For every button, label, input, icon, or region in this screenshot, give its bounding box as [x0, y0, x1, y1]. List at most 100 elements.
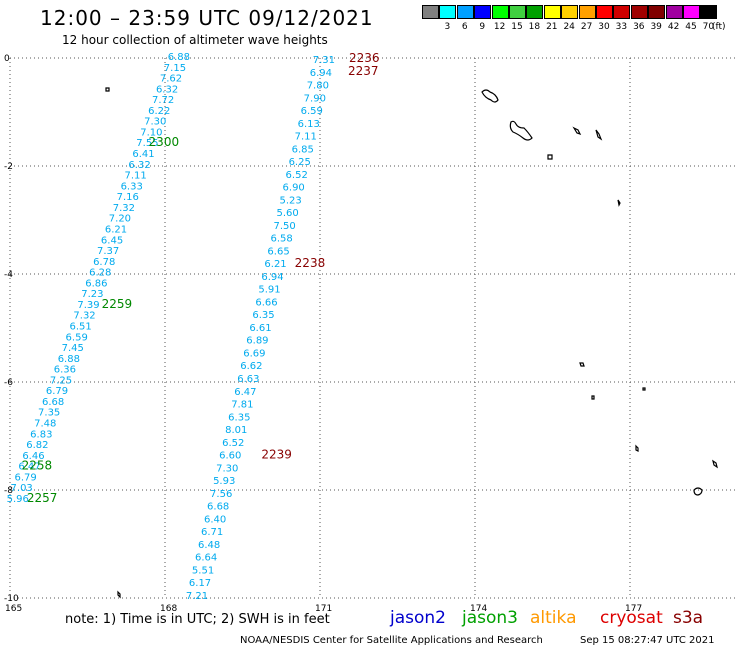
island — [547, 154, 553, 160]
wave-height-value: 6.88 — [58, 354, 80, 365]
wave-height-value: 7.48 — [34, 419, 56, 430]
legend-swatch — [509, 5, 526, 19]
legend-swatch — [683, 5, 700, 19]
lon-tick-label: 177 — [625, 604, 642, 614]
wave-height-value: 6.69 — [243, 348, 265, 359]
footer-note: note: 1) Time is in UTC; 2) SWH is in fe… — [65, 612, 330, 627]
legend-swatch — [474, 5, 492, 19]
legend-swatch — [700, 5, 718, 19]
wave-height-value: 6.62 — [240, 361, 262, 372]
track-cryosat: 7.31 6.94 7.807.90 6.59 6.13 7.116.85 6.25 6.52… — [186, 51, 380, 602]
wave-height-value: 6.66 — [255, 297, 277, 308]
legend-swatch — [648, 5, 666, 19]
legend-swatch — [491, 5, 509, 19]
generation-timestamp: Sep 15 08:27:47 UTC 2021 — [580, 635, 715, 646]
wave-height-value: 5.23 — [280, 195, 302, 206]
wave-height-value: 8.01 — [225, 425, 247, 436]
wave-height-value: 6.78 — [93, 257, 115, 268]
satellite-cryosat: cryosat — [600, 608, 663, 628]
wave-height-value: 7.56 — [210, 489, 232, 500]
island — [635, 444, 639, 452]
wave-height-value: 6.40 — [204, 514, 226, 525]
wave-height-value: 7.11 — [125, 171, 147, 182]
lon-tick-label: 165 — [5, 604, 22, 614]
wave-height-value: 6.25 — [289, 157, 311, 168]
wave-height-value: 6.94 — [261, 272, 283, 283]
legend-label: 39 — [650, 22, 662, 32]
wave-height-value: 7.62 — [160, 74, 182, 85]
map-title: 12:00 – 23:59 UTC 09/12/2021 — [40, 6, 374, 30]
wave-height-value: 6.35 — [228, 412, 250, 423]
wave-height-value: 6.59 — [66, 332, 88, 343]
wave-height-value: 6.59 — [301, 106, 323, 117]
island — [579, 362, 585, 367]
legend-swatch — [613, 5, 631, 19]
pass-time-label: 2258 — [22, 459, 53, 473]
wave-height-value: 7.35 — [38, 408, 60, 419]
wave-height-value: 6.47 — [18, 462, 40, 473]
legend-label: 42 — [667, 22, 680, 32]
track-altika: 6.887.157.626.327.726.227.307.107.556.41… — [7, 52, 190, 505]
legend-swatch — [422, 5, 439, 19]
legend-swatch — [526, 5, 544, 19]
wave-height-value: 7.23 — [81, 289, 103, 300]
wave-height-value: 7.30 — [144, 117, 166, 128]
wave-height-value: 5.91 — [258, 285, 280, 296]
legend-label: 24 — [563, 22, 575, 32]
wave-height-value: 7.21 — [186, 591, 208, 602]
wave-height-value: 7.55 — [136, 138, 158, 149]
wave-height-value: 6.32 — [128, 160, 150, 171]
legend-label: 36 — [633, 22, 645, 32]
wave-height-value: 7.20 — [109, 214, 131, 225]
wave-height-value: 6.86 — [85, 278, 107, 289]
legend-label: 70 — [702, 22, 715, 32]
wave-height-value: 6.83 — [30, 429, 52, 440]
wave-height-value: 7.90 — [304, 93, 326, 104]
wave-height-value: 5.51 — [192, 565, 214, 576]
wave-height-value: 6.21 — [105, 224, 127, 235]
legend-label: 6 — [461, 22, 468, 32]
wave-height-value: 6.47 — [234, 387, 256, 398]
wave-height-value: 6.94 — [310, 68, 332, 79]
wave-height-value: 6.35 — [252, 310, 274, 321]
wave-height-value: 7.37 — [97, 246, 119, 257]
legend-swatch — [665, 5, 683, 19]
wave-height-value: 6.45 — [101, 235, 123, 246]
legend-label: 12 — [493, 22, 506, 32]
lat-tick-label: -8 — [4, 486, 13, 496]
legend-label: 18 — [528, 22, 541, 32]
wave-height-value: 6.68 — [207, 502, 229, 513]
wave-height-value: 6.63 — [237, 374, 259, 385]
wave-height-value: 6.52 — [222, 438, 244, 449]
wave-height-value: 7.16 — [117, 192, 139, 203]
pass-time-label: 2300 — [149, 135, 180, 149]
lat-tick-label: -10 — [4, 594, 19, 604]
wave-height-value: 7.81 — [231, 400, 253, 411]
pass-time-label: 2236 — [349, 51, 380, 65]
wave-height-value: 7.15 — [164, 63, 186, 74]
wave-height-value: 7.39 — [77, 300, 99, 311]
wave-height-value: 6.13 — [298, 119, 320, 130]
wave-height-value: 6.79 — [14, 472, 36, 483]
island — [693, 487, 703, 496]
wave-height-value: 6.90 — [283, 183, 305, 194]
satellite-s3a: s3a — [673, 608, 704, 628]
wave-height-value: 6.46 — [22, 451, 44, 462]
pass-time-label: 2237 — [348, 64, 379, 78]
wave-height-value: 7.45 — [62, 343, 84, 354]
wave-height-value: 6.65 — [267, 246, 289, 257]
wave-height-value: 6.68 — [42, 397, 64, 408]
satellite-jason2: jason2 — [390, 608, 446, 628]
island — [617, 199, 621, 207]
wave-height-value: 6.48 — [198, 540, 220, 551]
wave-height-value: 6.22 — [148, 106, 170, 117]
wave-height-value: 6.89 — [246, 336, 268, 347]
legend-swatch — [630, 5, 648, 19]
wave-height-value: 6.82 — [26, 440, 48, 451]
legend-swatch — [596, 5, 613, 19]
legend-label: 15 — [511, 22, 523, 32]
wave-height-value: 6.61 — [249, 323, 271, 334]
wave-height-value: 6.51 — [69, 322, 91, 333]
island — [481, 89, 499, 103]
